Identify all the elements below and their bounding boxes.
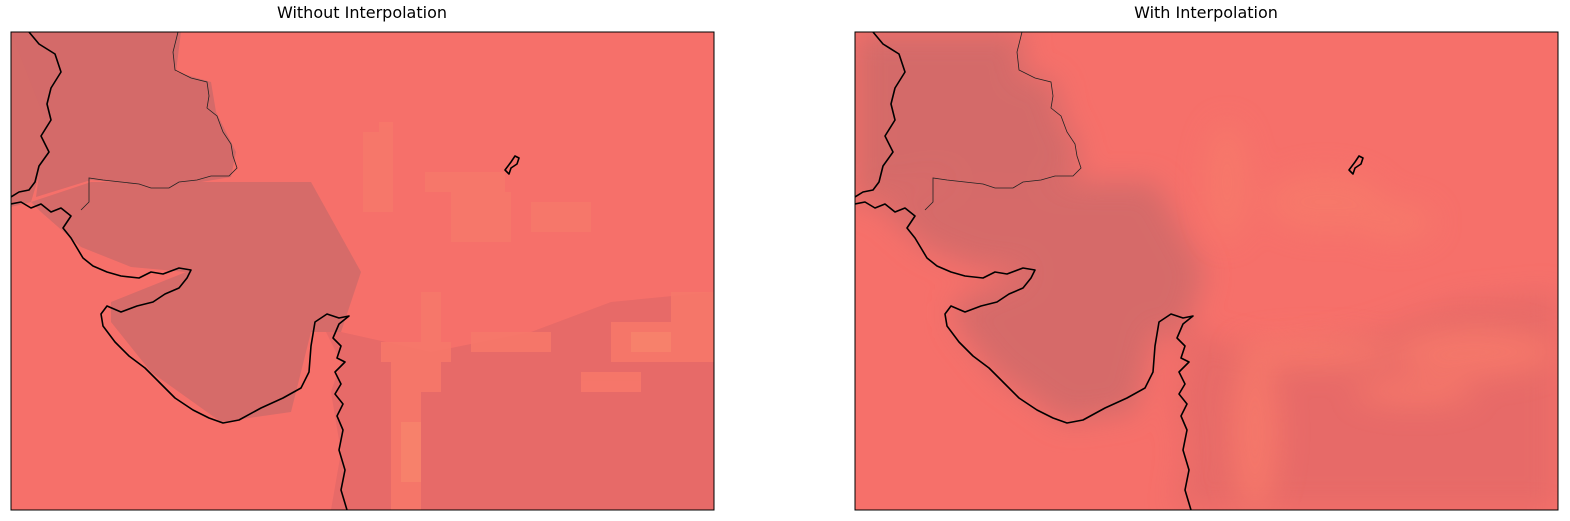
panel-title: With Interpolation bbox=[1134, 3, 1278, 22]
map-panel bbox=[854, 31, 1559, 511]
panel-title: Without Interpolation bbox=[277, 3, 447, 22]
map-panel bbox=[10, 31, 715, 511]
